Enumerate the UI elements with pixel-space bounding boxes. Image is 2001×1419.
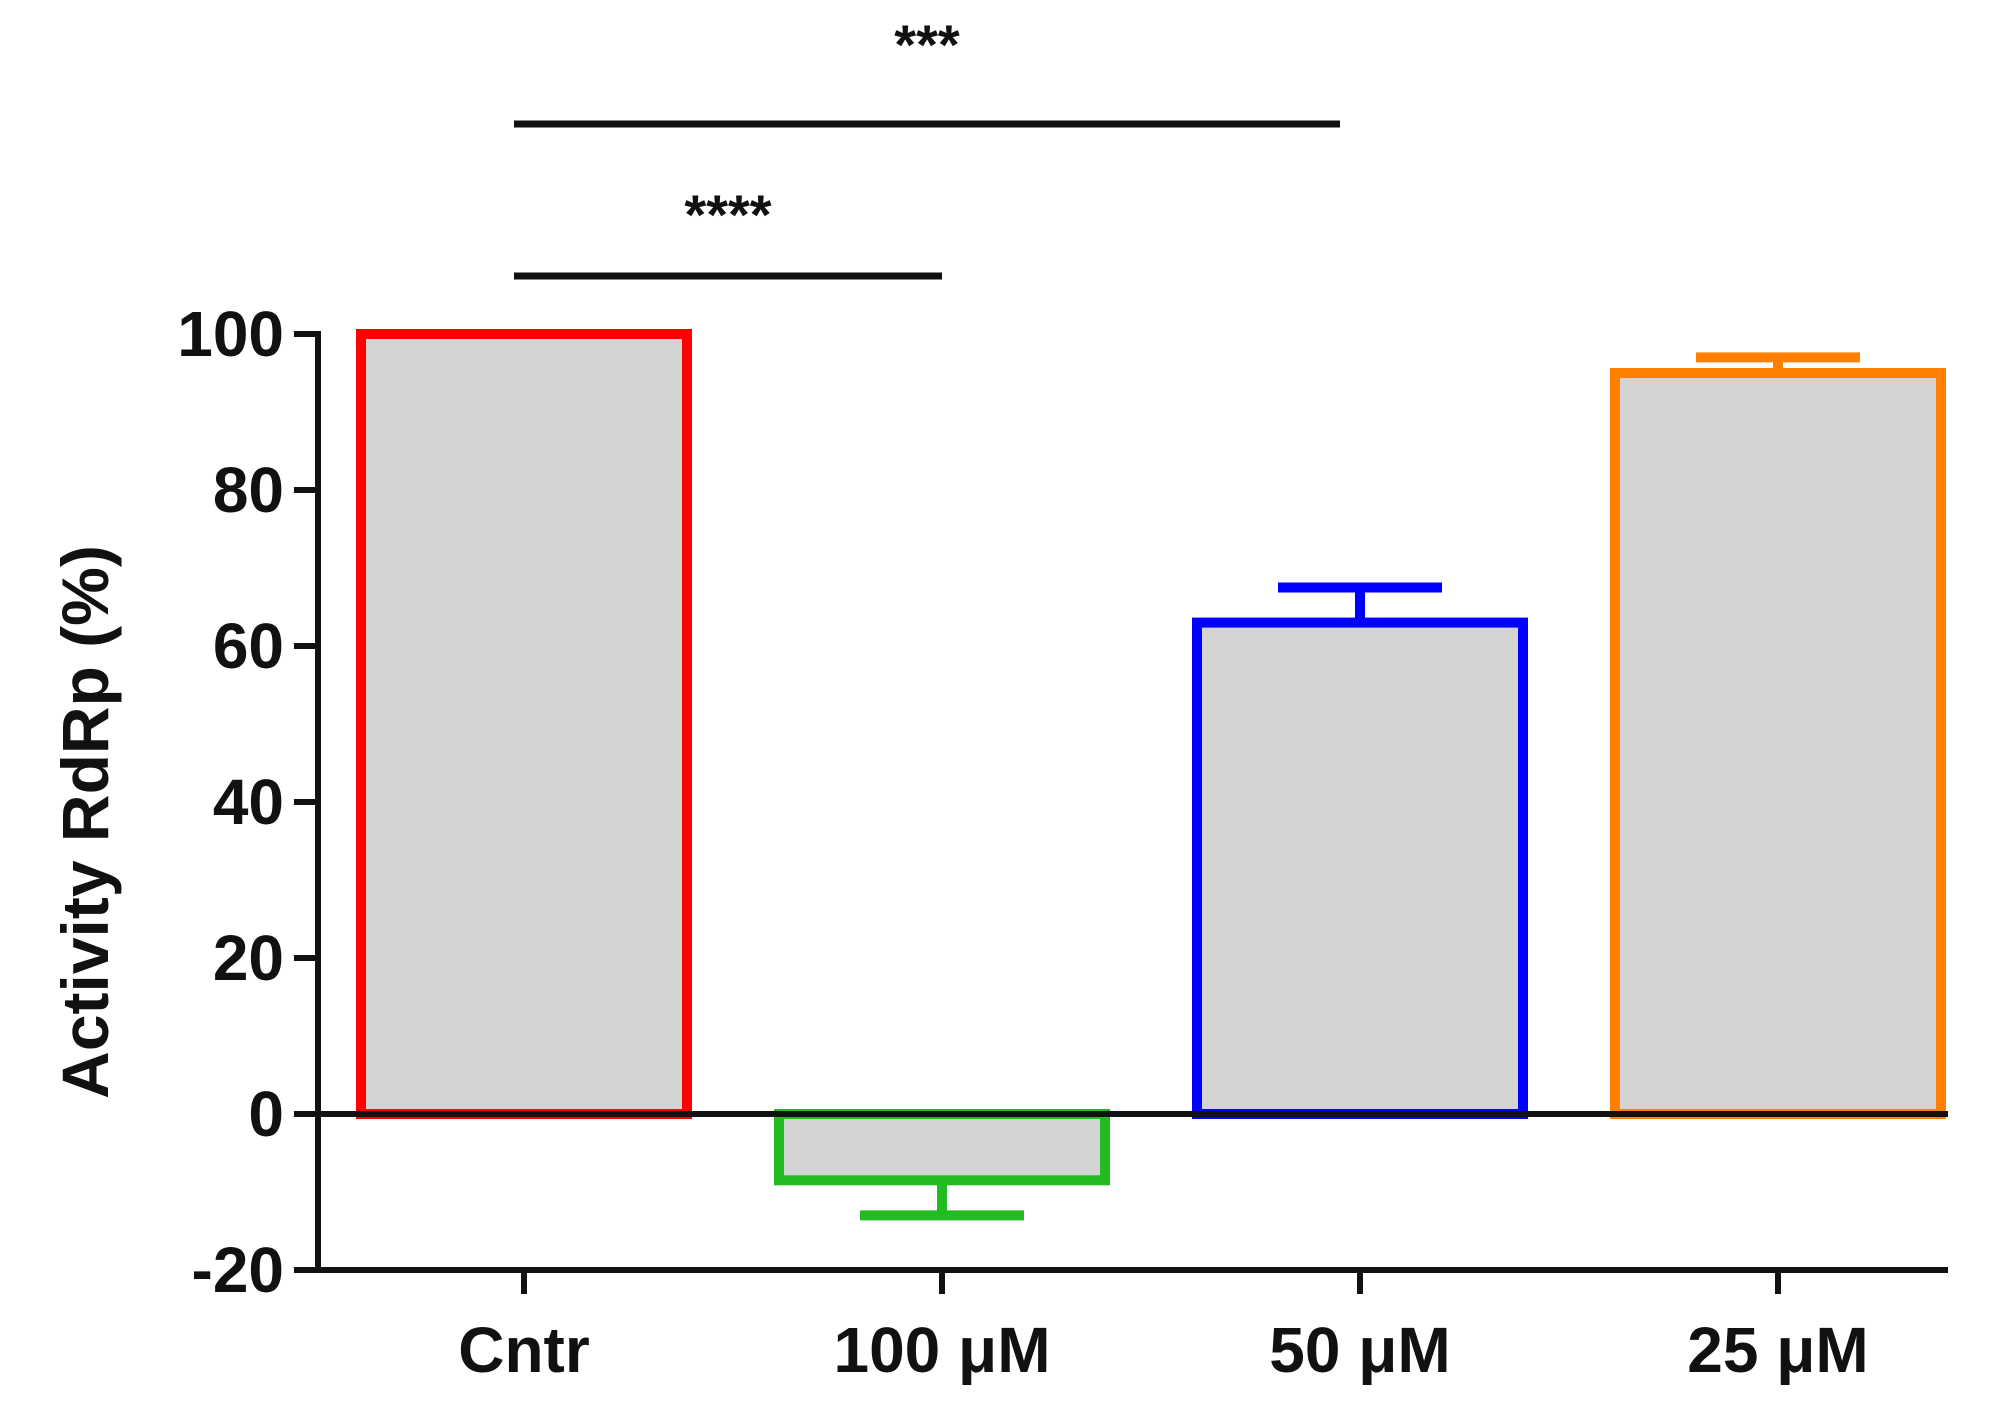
error-bar-3 xyxy=(1696,352,1860,373)
significance-brackets: ******* xyxy=(514,13,1340,280)
x-axis-ticks: Cntr 100 μM 50 μM 25 μM xyxy=(318,1267,1948,1386)
y-axis-title: Activity RdRp (%) xyxy=(48,545,122,1099)
significance-bracket-0: *** xyxy=(514,13,1340,128)
y-axis-ticks: -20 0 20 40 60 80 100 xyxy=(177,298,318,1306)
error-bar-1 xyxy=(860,1180,1024,1221)
error-bars xyxy=(860,352,1860,1221)
y-tick-label: 80 xyxy=(213,454,284,526)
significance-bracket-1: **** xyxy=(514,183,942,280)
bar-0 xyxy=(356,329,692,1119)
y-tick-label: 20 xyxy=(213,922,284,994)
bars xyxy=(356,329,1946,1186)
x-tick-label: 50 μM xyxy=(1269,1314,1450,1386)
y-tick-label: 60 xyxy=(213,610,284,682)
bar-2 xyxy=(1192,617,1528,1119)
bar-1 xyxy=(774,1109,1110,1186)
x-tick-label: 100 μM xyxy=(833,1314,1050,1386)
x-tick-label: 25 μM xyxy=(1687,1314,1868,1386)
error-bar-2 xyxy=(1278,582,1442,623)
y-tick-label: 100 xyxy=(177,298,284,370)
x-tick-label: Cntr xyxy=(458,1314,590,1386)
y-tick-label: 40 xyxy=(213,766,284,838)
bar-3 xyxy=(1610,368,1946,1119)
significance-label: *** xyxy=(894,13,960,76)
y-tick-label: 0 xyxy=(248,1078,284,1150)
y-tick-label: -20 xyxy=(192,1234,285,1306)
significance-label: **** xyxy=(684,183,771,246)
